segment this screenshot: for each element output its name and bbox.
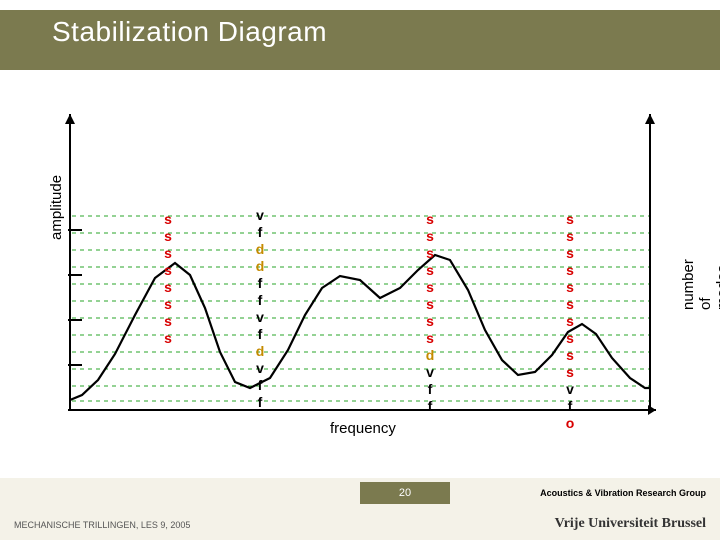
stabilization-symbol: d (252, 242, 268, 256)
stabilization-symbol: s (562, 348, 578, 362)
stabilization-symbol: s (160, 246, 176, 260)
stabilization-symbol: s (160, 314, 176, 328)
stabilization-symbol: s (422, 212, 438, 226)
stabilization-symbol: v (252, 310, 268, 324)
stabilization-symbol: s (160, 280, 176, 294)
stabilization-symbol: f (252, 395, 268, 409)
stabilization-symbol: s (160, 331, 176, 345)
stabilization-symbol: v (422, 365, 438, 379)
stabilization-symbol: v (562, 382, 578, 396)
stabilization-symbol: s (160, 229, 176, 243)
stabilization-symbol: f (252, 378, 268, 392)
stabilization-symbol: s (160, 212, 176, 226)
stabilization-symbol: s (562, 331, 578, 345)
stabilization-symbol: f (422, 382, 438, 396)
stabilization-symbol: s (422, 246, 438, 260)
stabilization-symbol: s (422, 314, 438, 328)
stabilization-symbol: f (562, 399, 578, 413)
stabilization-symbol: s (422, 280, 438, 294)
stabilization-symbol: s (160, 263, 176, 277)
stabilization-symbol: s (422, 229, 438, 243)
stabilization-symbol: d (252, 344, 268, 358)
stabilization-symbol: d (252, 259, 268, 273)
stabilization-symbol: f (252, 327, 268, 341)
stabilization-symbol: f (252, 276, 268, 290)
stabilization-symbol: s (562, 314, 578, 328)
page-title: Stabilization Diagram (52, 16, 327, 48)
stabilization-symbol: s (160, 297, 176, 311)
stabilization-symbol: s (422, 297, 438, 311)
research-group-label: Acoustics & Vibration Research Group (450, 482, 706, 504)
stabilization-symbol: s (562, 263, 578, 277)
university-label: Vrije Universiteit Brussel (555, 516, 706, 532)
stabilization-chart: ssssssssvfddffvfdvffssssssssdvffssssssss… (70, 120, 650, 410)
stabilization-symbol: s (562, 229, 578, 243)
stabilization-symbol: s (562, 280, 578, 294)
stabilization-symbol: s (422, 263, 438, 277)
slide-number: 20 (360, 482, 450, 504)
stabilization-symbol: s (422, 331, 438, 345)
stabilization-symbol: d (422, 348, 438, 362)
stabilization-symbol: v (252, 208, 268, 222)
stabilization-symbol: v (252, 361, 268, 375)
stabilization-symbol: o (562, 416, 578, 430)
stabilization-symbol: s (562, 212, 578, 226)
stabilization-symbol: s (562, 246, 578, 260)
stabilization-symbol: f (422, 399, 438, 413)
stabilization-symbol: s (562, 297, 578, 311)
stabilization-symbol: s (562, 365, 578, 379)
footer-course-label: MECHANISCHE TRILLINGEN, LES 9, 2005 (14, 520, 190, 530)
y-axis-label-left: amplitude (48, 175, 65, 240)
stabilization-symbol: f (252, 293, 268, 307)
y-axis-label-right: number of modes (680, 259, 720, 310)
stabilization-symbol: f (252, 225, 268, 239)
